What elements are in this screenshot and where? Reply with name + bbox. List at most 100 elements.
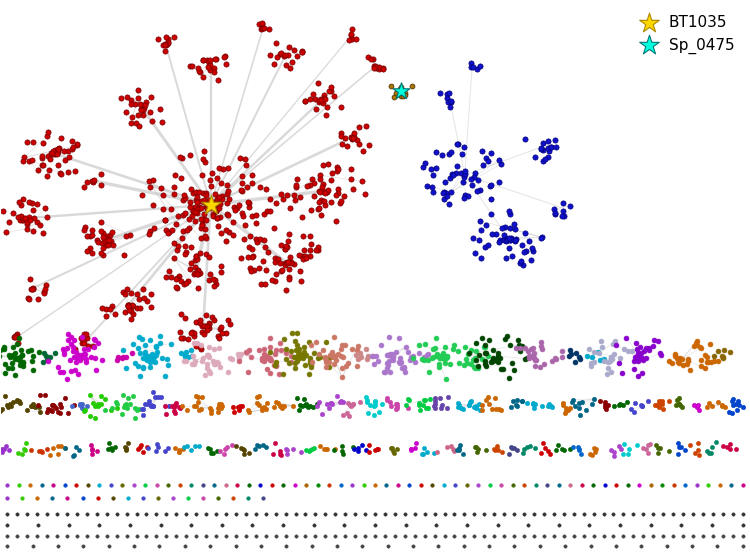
Point	[656, 481, 668, 490]
Point	[448, 509, 460, 518]
Point	[184, 445, 196, 454]
Point	[560, 406, 572, 415]
Point	[16, 449, 28, 458]
Point	[203, 58, 215, 67]
Point	[465, 175, 477, 183]
Point	[120, 445, 132, 454]
Point	[695, 356, 707, 365]
Point	[386, 444, 398, 453]
Point	[632, 352, 644, 361]
Point	[491, 520, 503, 529]
Point	[506, 444, 518, 453]
Point	[285, 351, 297, 360]
Point	[180, 279, 192, 287]
Point	[657, 531, 669, 540]
Point	[650, 401, 662, 410]
Point	[278, 51, 290, 60]
Point	[172, 402, 184, 411]
Point	[428, 509, 440, 518]
Point	[434, 354, 446, 363]
Point	[674, 400, 686, 409]
Point	[515, 257, 527, 266]
Point	[287, 260, 299, 269]
Point	[439, 531, 451, 540]
Point	[310, 509, 322, 518]
Point	[66, 137, 78, 146]
Point	[230, 441, 242, 450]
Point	[151, 531, 163, 540]
Point	[189, 207, 201, 216]
Point	[510, 344, 522, 353]
Point	[283, 264, 295, 273]
Point	[211, 199, 223, 208]
Point	[208, 64, 220, 73]
Point	[13, 354, 25, 363]
Point	[451, 161, 463, 170]
Point	[458, 177, 470, 186]
Point	[264, 348, 276, 356]
Point	[496, 224, 508, 232]
Point	[215, 403, 227, 412]
Point	[163, 401, 175, 410]
Point	[194, 68, 206, 77]
Point	[124, 118, 136, 127]
Point	[111, 356, 123, 365]
Point	[111, 509, 123, 518]
Point	[53, 441, 64, 450]
Point	[712, 398, 724, 407]
Point	[377, 64, 389, 73]
Point	[190, 268, 202, 277]
Point	[7, 342, 19, 351]
Point	[100, 311, 112, 320]
Point	[254, 235, 266, 244]
Point	[586, 399, 598, 408]
Point	[614, 520, 626, 529]
Point	[275, 345, 287, 354]
Point	[58, 443, 70, 452]
Point	[176, 310, 188, 319]
Point	[189, 263, 201, 272]
Point	[32, 509, 44, 518]
Point	[640, 354, 652, 363]
Point	[180, 531, 192, 540]
Point	[526, 399, 538, 408]
Point	[146, 349, 158, 358]
Point	[487, 345, 499, 354]
Point	[442, 353, 454, 361]
Point	[220, 443, 232, 451]
Point	[70, 140, 82, 148]
Point	[671, 449, 683, 458]
Point	[318, 197, 330, 206]
Point	[71, 509, 83, 518]
Point	[268, 60, 280, 69]
Point	[198, 321, 210, 330]
Point	[369, 62, 381, 71]
Point	[538, 146, 550, 155]
Point	[602, 358, 613, 366]
Point	[186, 327, 198, 336]
Point	[317, 93, 329, 102]
Point	[268, 360, 280, 369]
Point	[509, 235, 521, 244]
Point	[342, 399, 354, 408]
Point	[191, 339, 203, 348]
Point	[185, 329, 197, 338]
Point	[140, 351, 152, 360]
Point	[166, 401, 178, 410]
Point	[255, 542, 267, 551]
Point	[676, 403, 688, 411]
Point	[518, 531, 530, 540]
Point	[563, 346, 575, 355]
Point	[23, 294, 35, 303]
Point	[539, 444, 551, 453]
Point	[344, 411, 355, 420]
Point	[294, 267, 306, 276]
Point	[357, 147, 369, 156]
Point	[133, 294, 145, 303]
Point	[325, 399, 337, 408]
Point	[180, 509, 192, 518]
Point	[198, 330, 210, 339]
Point	[501, 332, 513, 341]
Point	[446, 98, 458, 107]
Point	[427, 481, 439, 490]
